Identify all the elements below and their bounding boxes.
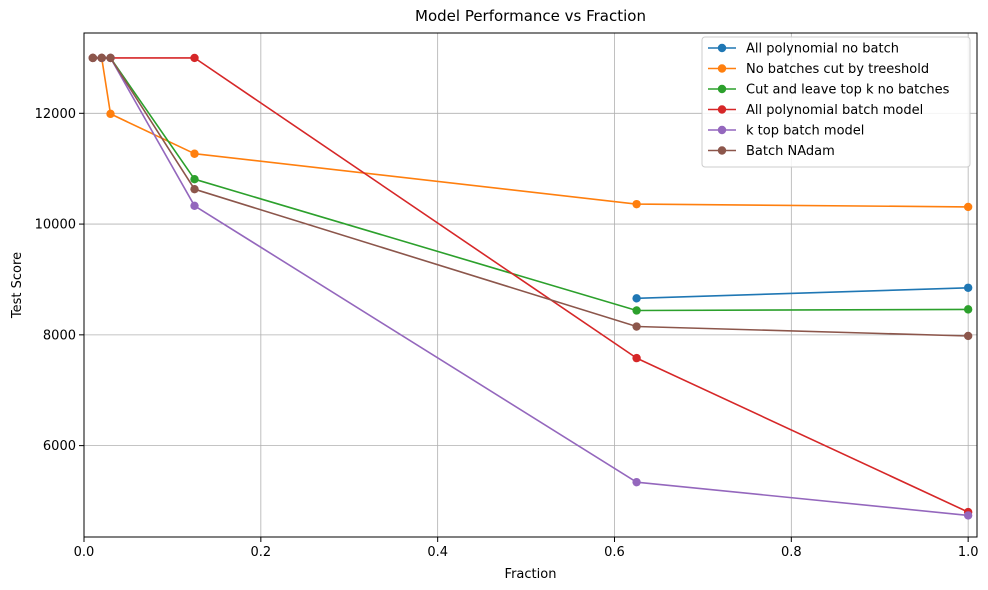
legend-item: Cut and leave top k no batches [708, 83, 950, 98]
y-tick-label: 12000 [35, 107, 76, 122]
legend-label: Cut and leave top k no batches [746, 83, 950, 98]
data-point [88, 53, 98, 63]
data-point [632, 477, 641, 487]
legend-label: All polynomial no batch [746, 42, 899, 57]
x-tick-label: 0.2 [250, 545, 271, 560]
legend-item: All polynomial batch model [708, 103, 923, 118]
legend-item: No batches cut by treeshold [708, 62, 929, 77]
data-point [190, 149, 199, 158]
data-point [963, 283, 973, 292]
data-point [97, 53, 106, 63]
legend-marker [717, 105, 727, 114]
data-point [632, 322, 641, 331]
legend-label: No batches cut by treeshold [746, 62, 929, 77]
x-tick-label: 1.0 [958, 545, 979, 560]
x-tick-label: 0.4 [427, 545, 448, 560]
x-tick-label: 0.0 [74, 545, 95, 560]
legend-label: All polynomial batch model [746, 103, 923, 118]
legend-item: All polynomial no batch [708, 42, 899, 57]
y-axis-label: Test Score [10, 252, 25, 319]
y-tick-label: 10000 [35, 218, 76, 233]
data-point [190, 201, 199, 210]
data-point [963, 305, 973, 314]
legend: All polynomial no batch No batches cut by… [701, 36, 971, 168]
legend-label: Batch NAdam [746, 144, 835, 159]
legend-marker [717, 64, 727, 73]
data-point [190, 175, 199, 184]
data-point [963, 202, 973, 212]
legend-marker [717, 146, 727, 155]
legend-item: k top batch model [708, 124, 864, 139]
data-point [632, 353, 641, 363]
data-point [106, 53, 115, 63]
series-0 [632, 283, 973, 303]
legend-item: Batch NAdam [708, 144, 835, 159]
y-tick-label: 8000 [43, 328, 76, 343]
data-point [963, 511, 973, 520]
data-point [963, 331, 973, 341]
data-point [632, 294, 641, 303]
x-tick-label: 0.8 [781, 545, 802, 560]
plot-frame [83, 32, 978, 538]
y-tick-label: 6000 [43, 439, 76, 454]
legend-box [701, 36, 971, 168]
x-axis-label: Fraction [505, 567, 557, 582]
legend-marker [717, 43, 727, 53]
data-point [106, 109, 115, 119]
chart-title: Model Performance vs Fraction [415, 7, 646, 25]
series-5 [88, 53, 973, 341]
legend-label: k top batch model [746, 124, 864, 139]
x-tick-label: 0.6 [604, 545, 625, 560]
data-point [190, 184, 199, 194]
legend-marker [717, 84, 727, 94]
data-point [190, 53, 199, 63]
series-group [88, 53, 973, 520]
legend-marker [717, 125, 727, 135]
ticks: 0.0 0.2 0.4 0.6 0.8 1.0 6000 8000 10000 12000 [35, 107, 979, 560]
series-line [636, 287, 969, 300]
data-point [632, 199, 641, 209]
data-point [632, 306, 641, 315]
